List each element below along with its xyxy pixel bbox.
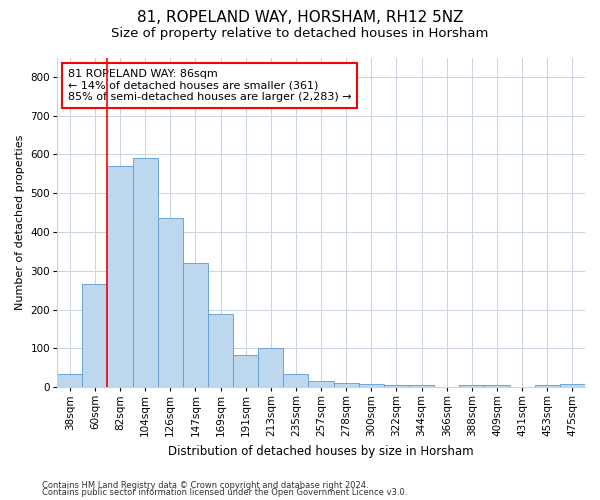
Bar xyxy=(233,355,258,387)
Bar xyxy=(107,166,133,387)
Bar xyxy=(208,314,233,387)
Bar xyxy=(409,385,434,387)
Bar xyxy=(183,263,208,387)
Bar xyxy=(308,382,334,387)
Bar xyxy=(283,374,308,387)
Bar xyxy=(334,383,359,387)
X-axis label: Distribution of detached houses by size in Horsham: Distribution of detached houses by size … xyxy=(168,444,474,458)
Bar xyxy=(384,385,409,387)
Y-axis label: Number of detached properties: Number of detached properties xyxy=(15,134,25,310)
Text: 81, ROPELAND WAY, HORSHAM, RH12 5NZ: 81, ROPELAND WAY, HORSHAM, RH12 5NZ xyxy=(137,10,463,25)
Bar xyxy=(158,218,183,387)
Text: Contains HM Land Registry data © Crown copyright and database right 2024.: Contains HM Land Registry data © Crown c… xyxy=(42,480,368,490)
Bar xyxy=(460,385,484,387)
Bar xyxy=(82,284,107,387)
Text: Size of property relative to detached houses in Horsham: Size of property relative to detached ho… xyxy=(112,28,488,40)
Bar xyxy=(57,374,82,387)
Bar xyxy=(258,348,283,387)
Bar xyxy=(535,385,560,387)
Text: Contains public sector information licensed under the Open Government Licence v3: Contains public sector information licen… xyxy=(42,488,407,497)
Text: 81 ROPELAND WAY: 86sqm
← 14% of detached houses are smaller (361)
85% of semi-de: 81 ROPELAND WAY: 86sqm ← 14% of detached… xyxy=(68,69,352,102)
Bar xyxy=(133,158,158,387)
Bar xyxy=(484,385,509,387)
Bar xyxy=(359,384,384,387)
Bar xyxy=(560,384,585,387)
